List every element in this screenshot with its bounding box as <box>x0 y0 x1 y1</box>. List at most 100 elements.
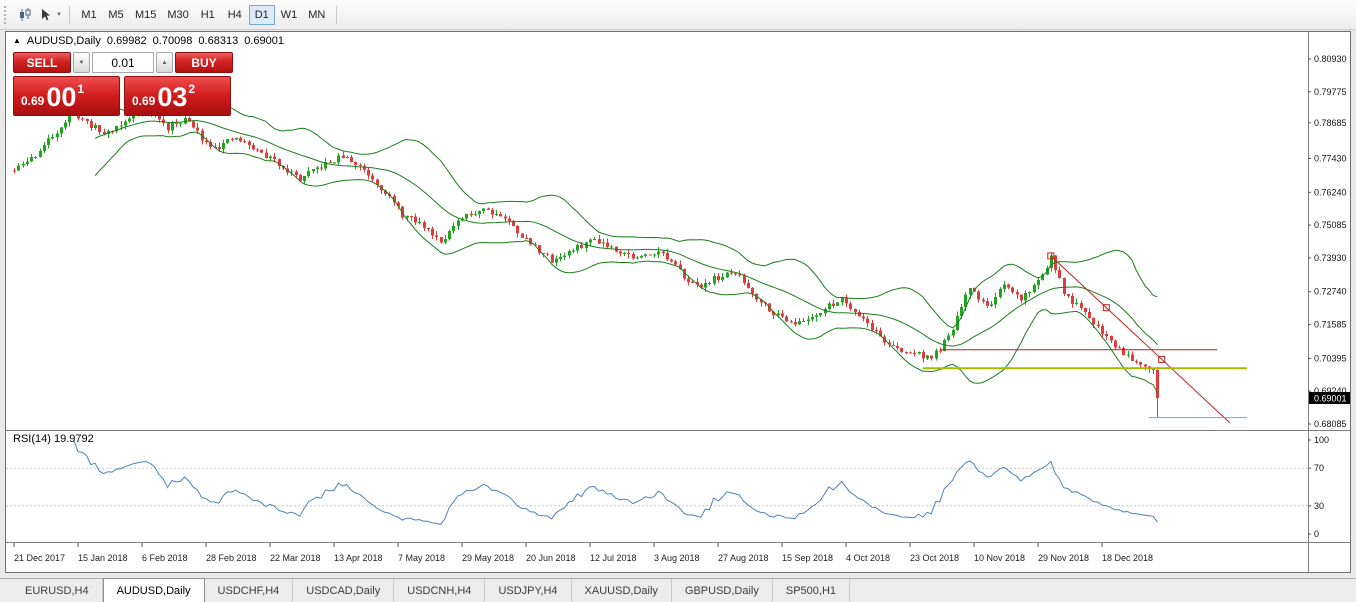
rsi-axis-label: 0 <box>1314 529 1319 539</box>
trade-prices-row: 0.69 00 1 0.69 03 2 <box>13 76 235 116</box>
time-axis-label: 20 Jun 2018 <box>526 553 576 563</box>
sell-price-pipette: 1 <box>77 82 85 96</box>
buy-price-pips: 03 <box>157 82 188 112</box>
sell-price-pips: 00 <box>46 82 77 112</box>
time-axis-label: 4 Oct 2018 <box>846 553 890 563</box>
time-axis-label: 13 Apr 2018 <box>334 553 383 563</box>
timeframe-button-h4[interactable]: H4 <box>222 5 248 25</box>
chart-tab-xauusd-daily[interactable]: XAUUSD,Daily <box>572 579 672 602</box>
one-click-trading-panel: SELL ▼ ▲ BUY 0.69 00 1 0.69 03 2 <box>13 52 235 116</box>
price-axis-label: 0.72740 <box>1314 287 1347 297</box>
time-axis-label: 27 Aug 2018 <box>718 553 769 563</box>
rsi-indicator-label: RSI(14) 19.9792 <box>13 433 94 445</box>
trendline-handle <box>1047 252 1055 260</box>
candles-layer <box>13 106 1159 418</box>
time-axis-label: 23 Oct 2018 <box>910 553 959 563</box>
chart-tab-gbpusd-daily[interactable]: GBPUSD,Daily <box>672 579 773 602</box>
timeframe-button-m15[interactable]: M15 <box>130 5 161 25</box>
up-caret-icon: ▲ <box>161 59 168 66</box>
price-axis-label: 0.68085 <box>1314 419 1347 429</box>
rsi-axis-label: 100 <box>1314 435 1329 445</box>
ohlc-open-value: 0.69982 <box>106 35 147 47</box>
trendline-handle <box>1158 355 1166 363</box>
buy-price-prefix: 0.69 <box>132 94 156 108</box>
ohlc-close-value: 0.69001 <box>244 35 284 47</box>
chart-tab-sp500-h1[interactable]: SP500,H1 <box>773 579 851 602</box>
rsi-line <box>73 439 1158 525</box>
time-axis-label: 22 Mar 2018 <box>270 553 321 563</box>
timeframe-button-group: M1 M5 M15 M30 H1 H4 D1 W1 MN <box>76 4 330 25</box>
lot-decrease-button[interactable]: ▼ <box>73 52 90 73</box>
price-chart[interactable]: 0.80930 0.79775 0.78685 0.77430 0.76240 0.750… <box>6 32 1350 572</box>
trade-controls-row: SELL ▼ ▲ BUY <box>13 52 235 73</box>
time-axis-label: 29 May 2018 <box>462 553 514 563</box>
main-toolbar: ▼ M1 M5 M15 M30 H1 H4 D1 W1 MN <box>0 0 1356 30</box>
price-axis-label: 0.75085 <box>1314 220 1347 230</box>
trendline-handle <box>1102 304 1110 312</box>
timeframe-button-mn[interactable]: MN <box>303 5 330 25</box>
chart-tab-usdcad-daily[interactable]: USDCAD,Daily <box>293 579 395 602</box>
chart-tab-audusd-daily[interactable]: AUDUSD,Daily <box>102 578 205 602</box>
time-axis-label: 10 Nov 2018 <box>974 553 1025 563</box>
rsi-panel: 100 70 30 0 <box>6 435 1329 539</box>
dropdown-caret-icon: ▼ <box>56 11 62 18</box>
cursor-mode-button[interactable]: ▼ <box>37 4 63 26</box>
lot-increase-button[interactable]: ▲ <box>156 52 173 73</box>
candlestick-chart-icon <box>20 7 31 21</box>
timeframe-button-m30[interactable]: M30 <box>162 5 193 25</box>
timeframe-button-d1[interactable]: D1 <box>248 4 275 25</box>
chart-tabs-bar: EURUSD,H4 AUDUSD,Daily USDCHF,H4 USDCAD,Dai… <box>0 578 1356 602</box>
time-axis-label: 29 Nov 2018 <box>1038 553 1089 563</box>
buy-button[interactable]: BUY <box>175 52 233 73</box>
chart-frame <box>6 32 1350 572</box>
toolbar-gripper[interactable] <box>4 5 9 24</box>
chart-tab-usdchf-h4[interactable]: USDCHF,H4 <box>205 579 294 602</box>
timeframe-button-w1[interactable]: W1 <box>276 5 303 25</box>
trendline <box>1050 255 1231 424</box>
price-axis-label: 0.76240 <box>1314 187 1347 197</box>
ohlc-low-value: 0.68313 <box>198 35 239 47</box>
time-axis-label: 7 May 2018 <box>398 553 445 563</box>
rsi-axis-label: 30 <box>1314 501 1324 511</box>
cursor-arrow-icon <box>42 8 50 20</box>
time-axis-label: 15 Jan 2018 <box>78 553 128 563</box>
price-axis-label: 0.73930 <box>1314 253 1347 263</box>
toolbar-separator <box>336 5 338 24</box>
timeframe-button-h1[interactable]: H1 <box>195 5 221 25</box>
sell-price-prefix: 0.69 <box>21 94 45 108</box>
price-axis-label: 0.77430 <box>1314 154 1347 164</box>
time-axis-label: 28 Feb 2018 <box>206 553 257 563</box>
time-axis-label: 3 Aug 2018 <box>654 553 700 563</box>
price-axis-label: 0.78685 <box>1314 118 1347 128</box>
time-axis-label: 6 Feb 2018 <box>142 553 188 563</box>
time-axis[interactable]: 21 Dec 2017 15 Jan 2018 6 Feb 2018 28 Feb 2… <box>13 543 1153 563</box>
lot-size-input[interactable] <box>92 52 154 73</box>
chart-tab-usdjpy-h4[interactable]: USDJPY,H4 <box>485 579 572 602</box>
drawing-objects[interactable] <box>922 252 1248 424</box>
down-caret-icon: ▼ <box>78 59 85 66</box>
chart-window: 0.80930 0.79775 0.78685 0.77430 0.76240 0.750… <box>5 31 1351 573</box>
price-axis-label: 0.70395 <box>1314 353 1347 363</box>
time-axis-label: 21 Dec 2017 <box>14 553 65 563</box>
chart-tab-eurusd-h4[interactable]: EURUSD,H4 <box>12 579 103 602</box>
chart-tab-usdcnh-h4[interactable]: USDCNH,H4 <box>394 579 486 602</box>
current-price-tag-value: 0.69001 <box>1314 394 1347 404</box>
price-axis-label: 0.80930 <box>1314 54 1347 64</box>
bollinger-bands <box>94 100 1158 394</box>
ohlc-high-value: 0.70098 <box>152 35 193 47</box>
current-price-tag <box>1309 392 1350 404</box>
price-axis-label: 0.79775 <box>1314 87 1347 97</box>
chart-type-button[interactable] <box>13 4 37 26</box>
chart-symbol-label: AUDUSD,Daily <box>26 35 101 47</box>
sell-button[interactable]: SELL <box>13 52 71 73</box>
timeframe-button-m5[interactable]: M5 <box>103 5 129 25</box>
toolbar-separator <box>68 5 70 24</box>
buy-price-pipette: 2 <box>188 82 196 96</box>
sell-price-display[interactable]: 0.69 00 1 <box>13 76 120 116</box>
price-axis[interactable]: 0.80930 0.79775 0.78685 0.77430 0.76240 0.750… <box>1308 54 1350 429</box>
time-axis-label: 18 Dec 2018 <box>1102 553 1153 563</box>
buy-price-display[interactable]: 0.69 03 2 <box>124 76 231 116</box>
symbol-direction-icon: ▲ <box>13 36 21 45</box>
timeframe-button-m1[interactable]: M1 <box>76 5 102 25</box>
chart-ohlc-header: ▲ AUDUSD,Daily 0.69982 0.70098 0.68313 0… <box>13 35 284 47</box>
